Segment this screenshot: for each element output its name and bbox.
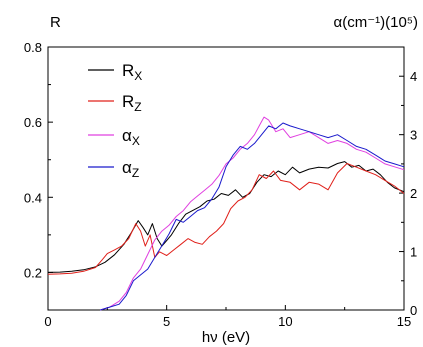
y-left-tick-label-3: 0.8 xyxy=(24,40,42,55)
series-line-3 xyxy=(100,122,405,311)
y-right-tick-label-0: 0 xyxy=(410,303,417,318)
series-line-1 xyxy=(47,163,405,275)
x-tick-label-2: 10 xyxy=(278,314,292,329)
x-axis-title: hν (eV) xyxy=(202,329,250,346)
y-right-tick-label-2: 2 xyxy=(410,186,417,201)
y-axis-left-title: R xyxy=(50,14,61,31)
x-tick-label-1: 5 xyxy=(163,314,170,329)
legend-label-3: αZ xyxy=(122,158,139,180)
y-right-tick-label-3: 3 xyxy=(410,128,417,143)
x-tick-label-0: 0 xyxy=(44,314,51,329)
y-left-tick-label-1: 0.4 xyxy=(24,190,42,205)
y-axis-right-title: α(cm⁻¹)(10⁵) xyxy=(334,14,418,31)
series-line-2 xyxy=(100,116,405,311)
legend-label-0: RX xyxy=(122,61,142,83)
series-group xyxy=(47,116,405,311)
legend: RX RZ αX αZ xyxy=(88,61,142,180)
y-left-tick-label-0: 0.2 xyxy=(24,265,42,280)
legend-label-1: RZ xyxy=(122,92,142,114)
y-left-tick-label-2: 0.6 xyxy=(24,115,42,130)
legend-label-2: αX xyxy=(122,126,140,148)
y-right-tick-label-4: 4 xyxy=(410,69,417,84)
y-right-tick-label-1: 1 xyxy=(410,245,417,260)
ticks: 0 5 10 15 0.2 0.4 0.6 0.8 0 1 2 3 4 xyxy=(24,40,417,329)
x-tick-label-3: 15 xyxy=(397,314,411,329)
series-line-0 xyxy=(47,161,405,273)
plot-frame xyxy=(47,46,405,311)
